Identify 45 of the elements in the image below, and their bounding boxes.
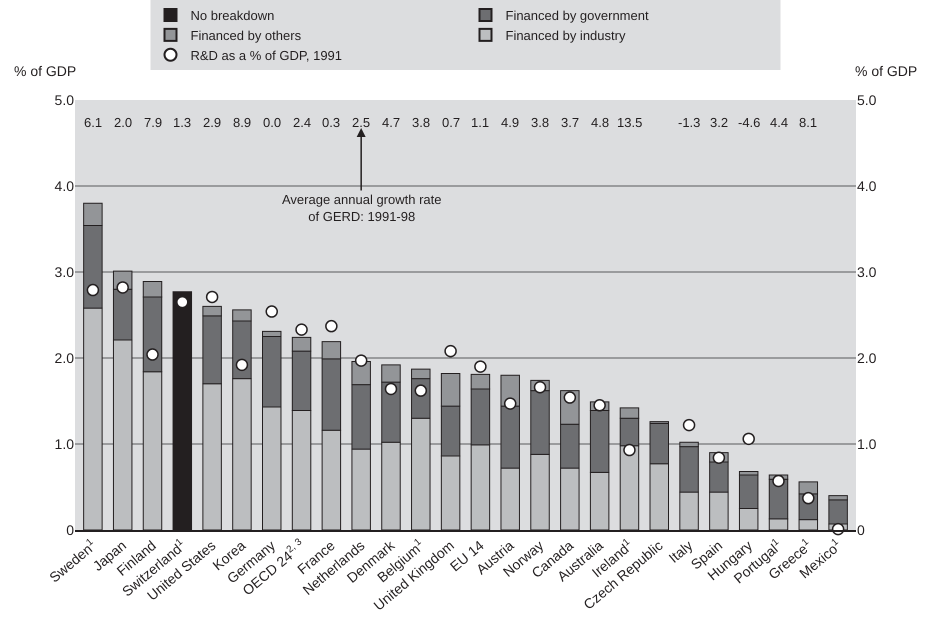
legend-label: R&D as a % of GDP, 1991 bbox=[190, 48, 342, 63]
legend-label: Financed by government bbox=[506, 8, 649, 24]
text: 6.1 2.0 7.9 1.3 2.9 8.9 0.0 2.4 0.3 2.5 4.7 3.8 0.7 1.1 4.9 3.8 3.7 4.8 13.5 -1.3 3.2 -4.6 4.4 8.1 bbox=[84, 115, 818, 130]
y2-tick-label: 1.0 bbox=[857, 436, 877, 452]
point bbox=[206, 290, 218, 304]
point bbox=[802, 492, 815, 504]
point bbox=[86, 284, 100, 296]
point bbox=[236, 358, 248, 372]
point bbox=[354, 354, 368, 367]
point bbox=[116, 281, 129, 294]
annotation: Average annual growth rate of GERD: 1991-98 bbox=[282, 192, 442, 224]
point bbox=[474, 360, 487, 373]
y2-tick-label: 0 bbox=[857, 522, 865, 538]
point bbox=[564, 391, 576, 404]
y2-tick-label: 2.0 bbox=[857, 350, 877, 366]
y2-axis-title: % of GDP bbox=[855, 63, 918, 79]
y2-tick-label: 4.0 bbox=[857, 178, 877, 194]
point bbox=[623, 444, 636, 456]
point bbox=[712, 452, 726, 464]
point bbox=[384, 382, 398, 396]
point bbox=[265, 305, 278, 318]
point bbox=[444, 344, 457, 358]
point bbox=[682, 418, 696, 432]
point bbox=[593, 399, 606, 412]
point bbox=[742, 432, 755, 446]
y-tick-label: 1.0 bbox=[54, 436, 74, 452]
y-tick-label: 2.0 bbox=[54, 350, 74, 366]
point bbox=[146, 348, 159, 361]
point bbox=[295, 323, 308, 336]
y-tick-label: 3.0 bbox=[54, 264, 74, 280]
y-tick-label: 0 bbox=[66, 522, 74, 538]
legend-label: Financed by industry bbox=[506, 28, 626, 43]
y-axis-title: % of GDP bbox=[14, 63, 76, 79]
point bbox=[414, 384, 428, 397]
y2-tick-label: 3.0 bbox=[857, 264, 877, 280]
point bbox=[325, 320, 338, 332]
legend-label: Financed by others bbox=[190, 28, 302, 43]
y-tick-label: 4.0 bbox=[54, 178, 74, 194]
point bbox=[176, 296, 189, 308]
y-tick-label: 5.0 bbox=[54, 92, 74, 108]
point bbox=[504, 397, 516, 410]
legend-label: No breakdown bbox=[190, 8, 274, 24]
point bbox=[534, 380, 546, 394]
y2-tick-label: 5.0 bbox=[857, 92, 877, 108]
point bbox=[772, 474, 785, 488]
